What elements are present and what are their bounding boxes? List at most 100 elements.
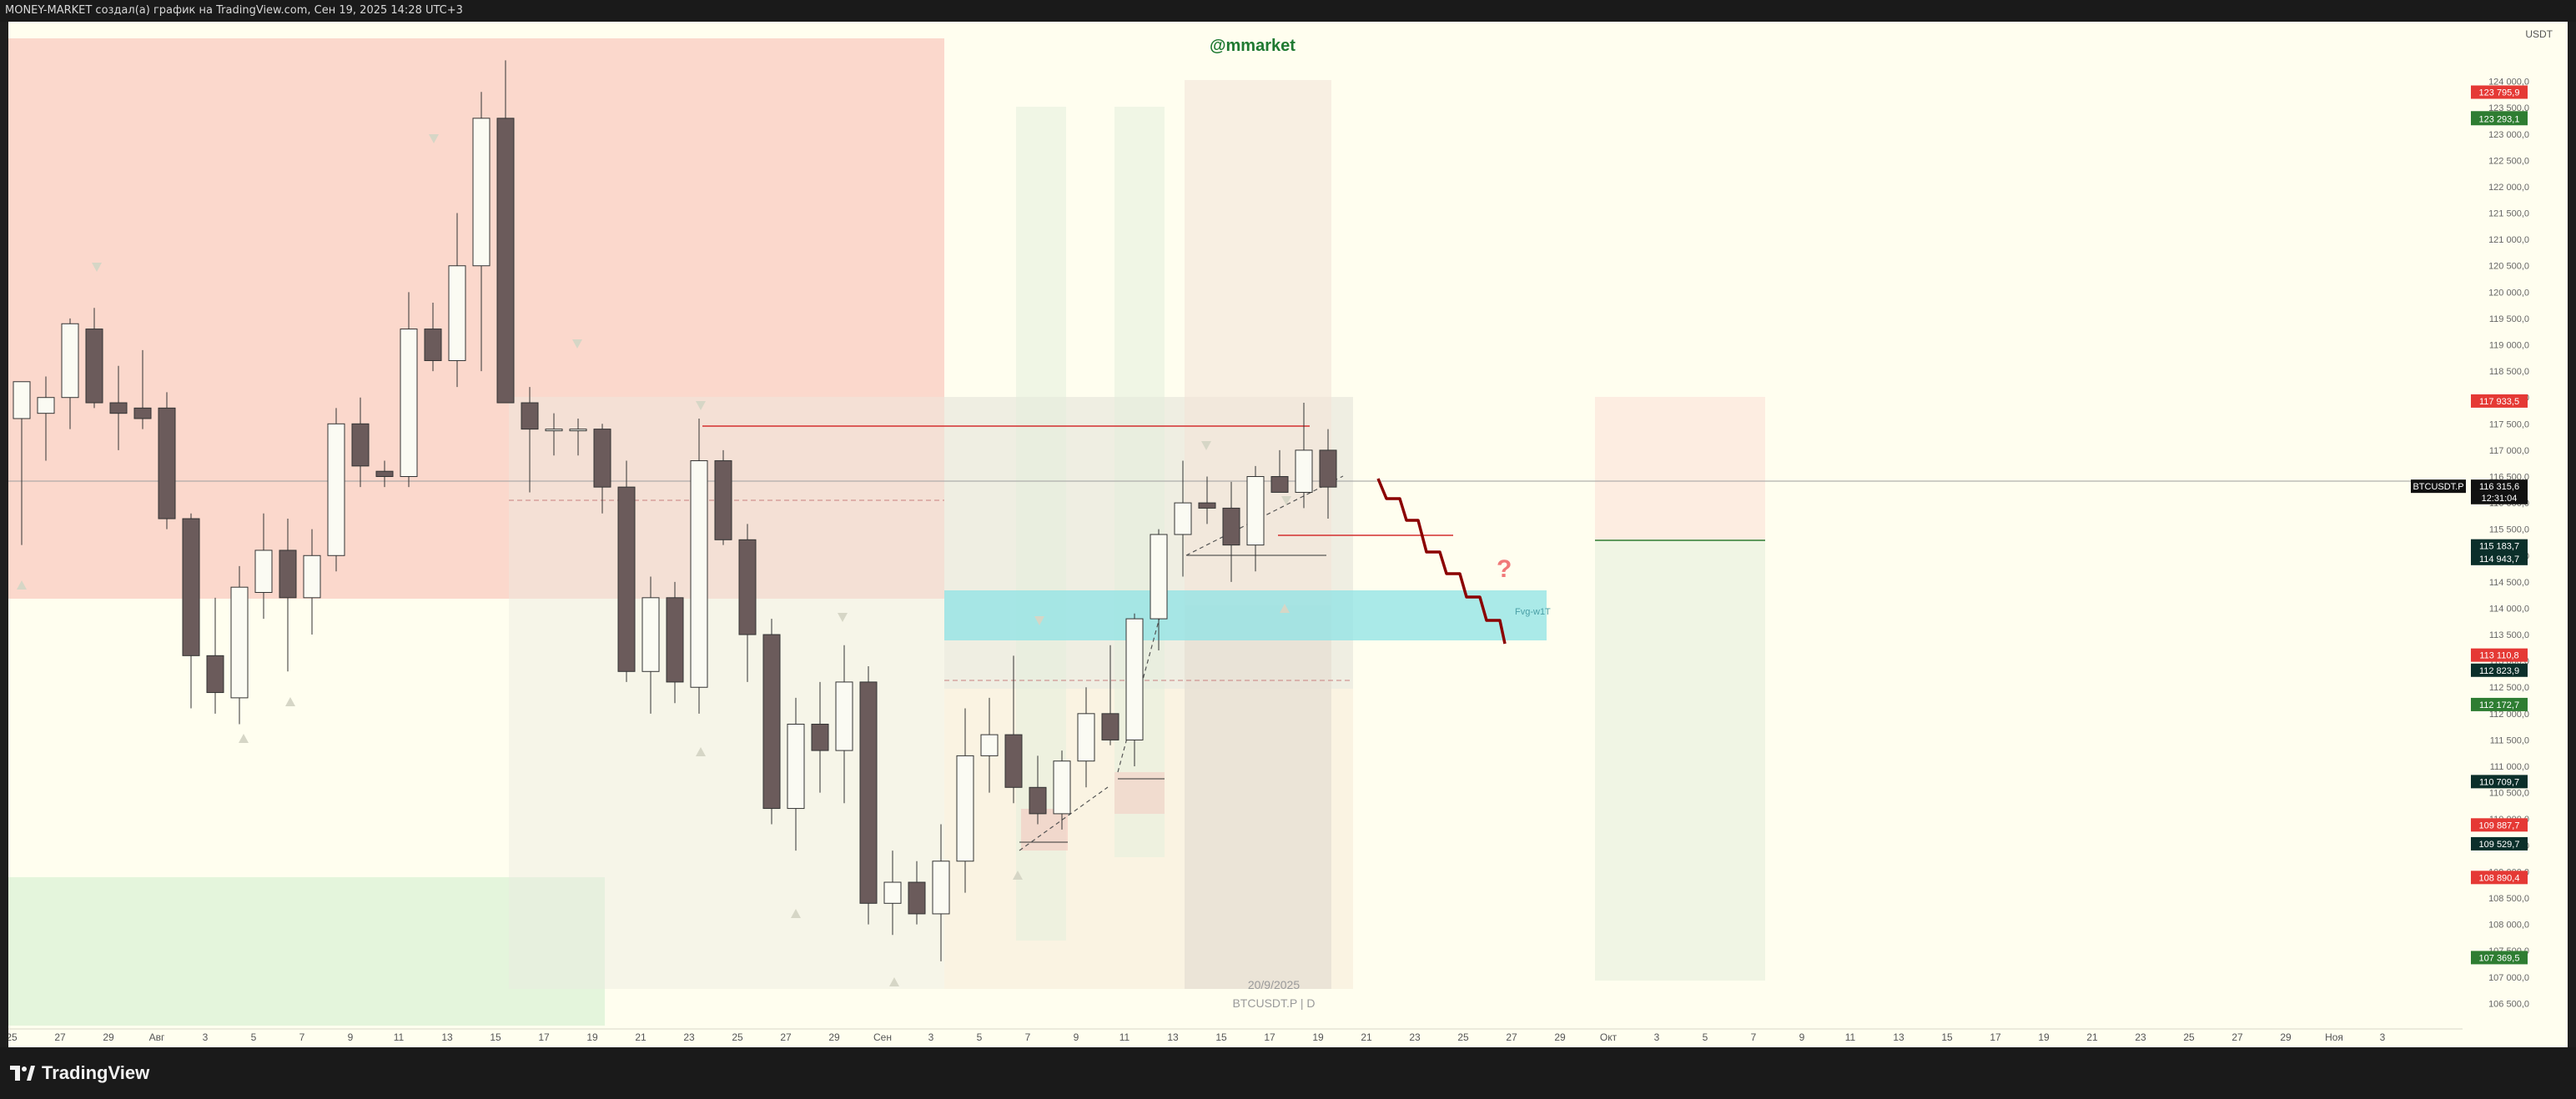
price-tick-label: 113 500,0 [2489,630,2529,640]
chart-info-box: 20/9/2025 BTCUSDT.P | D [1211,976,1336,1012]
time-tick-label: Сен [873,1031,892,1043]
price-badge-label: 116 315,6 [2479,482,2519,492]
price-tick-label: 107 000,0 [2488,973,2529,983]
time-tick-label: 21 [2086,1031,2098,1043]
candle-bearish [1101,713,1119,740]
price-tick-label: 112 500,0 [2489,683,2529,693]
price-badge [2471,551,2528,565]
price-badge-label: 114 943,7 [2479,555,2519,565]
time-axis: 25 27 29 Авг 3 5 7 9 11 13 15 17 19 21 23 25 27 29 Сен 3 5 7 9… [8,1028,2463,1043]
price-badge-label: 117 933,5 [2479,397,2519,407]
price-tick-label: 123 500,0 [2488,103,2529,113]
footer: TradingView [0,1047,2576,1099]
time-tick-label: 13 [1893,1031,1904,1043]
signal-marker [239,734,249,743]
time-tick-label: 19 [1312,1031,1324,1043]
price-badge-label: 112 823,9 [2479,666,2519,676]
time-tick-label: 29 [2280,1031,2292,1043]
candle-bearish [1222,507,1240,546]
price-badge [2471,112,2528,126]
candle-bearish [1198,502,1216,509]
price-tick-label: 117 500,0 [2489,419,2529,429]
symbol-badge-label: BTCUSDT.P [2412,482,2463,492]
demand-zone [8,877,605,1026]
time-tick-label: 19 [586,1031,598,1043]
time-tick-label: 7 [1025,1031,1031,1043]
signal-marker [1013,871,1023,880]
price-badge [2471,697,2528,711]
time-tick-label: 7 [299,1031,305,1043]
candle-bullish [883,881,902,904]
price-axis: 124 000,0 123 500,0 123 000,0 122 500,0 122 … [2411,22,2568,1047]
time-tick-label: 3 [2380,1031,2386,1043]
time-tick-label: 25 [2183,1031,2195,1043]
candle-bullish [400,329,418,477]
candle-bullish [980,734,999,756]
signal-marker [285,697,295,706]
target-box-green [1595,540,1765,981]
price-tick-label: 106 500,0 [2488,999,2529,1009]
signal-marker [1280,604,1290,613]
price-tick-label: 121 000,0 [2488,235,2529,245]
candle-bullish [1295,449,1313,493]
price-tick-label: 114 000,0 [2489,604,2529,614]
candle-bullish [932,861,950,915]
price-badge [2471,663,2528,677]
price-badge-label: 115 183,7 [2479,542,2519,552]
time-tick-label: 3 [1654,1031,1660,1043]
candle-bearish [859,681,878,904]
time-tick-label: 29 [1554,1031,1566,1043]
candle-bullish [1125,618,1144,740]
price-tick-label: 117 000,0 [2489,446,2529,456]
price-badge-label: 123 293,1 [2479,114,2520,124]
price-badge-label: 12:31:04 [2482,494,2518,504]
chart-area[interactable]: 124 000,0 123 500,0 123 000,0 122 500,0 122 … [8,22,2568,1047]
time-tick-label: 15 [1941,1031,1953,1043]
tradingview-icon [10,1064,35,1082]
price-chart[interactable]: 124 000,0 123 500,0 123 000,0 122 500,0 122 … [8,22,2568,1047]
price-tick-label: 111 500,0 [2490,735,2529,745]
signal-marker [696,747,706,756]
vertical-highlight [1114,107,1165,857]
time-tick-label: 27 [54,1031,66,1043]
small-box [1021,809,1068,851]
price-badge-label: 108 890,4 [2479,873,2520,883]
price-badge [2471,951,2528,965]
time-tick-label: 29 [828,1031,840,1043]
candle-bullish [13,381,31,419]
candle-bearish [714,460,732,540]
price-badge [2471,871,2528,885]
price-tick-label: 119 500,0 [2489,314,2529,324]
question-mark-annotation: ? [1497,555,1512,583]
candle-bullish [641,597,660,672]
time-tick-label: 11 [1119,1031,1130,1043]
price-badge [2471,818,2528,832]
candle-bullish [61,323,79,399]
price-tick-label: 108 500,0 [2488,894,2529,904]
time-tick-label: 17 [1990,1031,2001,1043]
watermark: @mmarket [1210,37,1296,55]
price-tick-label: 111 000,0 [2490,762,2529,772]
candle-bearish [1270,475,1289,493]
candle-bullish [472,118,491,267]
candles-layer [13,60,1337,961]
time-tick-label: 29 [103,1031,114,1043]
header-title: MONEY-MARKET создал(а) график на Trading… [0,0,2576,22]
time-tick-label: 27 [1506,1031,1517,1043]
candle-bearish [617,486,636,672]
candle-bearish [1319,449,1337,488]
time-tick-label: 5 [251,1031,257,1043]
price-tick-label: 120 000,0 [2488,288,2529,298]
time-tick-label: 3 [928,1031,934,1043]
time-tick-label: 5 [1703,1031,1708,1043]
candle-bullish [1077,713,1095,762]
price-tick-label: 121 500,0 [2488,209,2529,219]
price-tick-label: 118 500,0 [2489,367,2529,377]
price-tick-label: 108 000,0 [2488,921,2529,931]
tradingview-logo[interactable]: TradingView [10,1062,149,1084]
candle-bearish [593,429,611,488]
time-tick-label: 23 [1409,1031,1421,1043]
candle-bullish [327,423,345,556]
time-tick-label: 23 [2135,1031,2146,1043]
candle-bearish [375,470,394,477]
